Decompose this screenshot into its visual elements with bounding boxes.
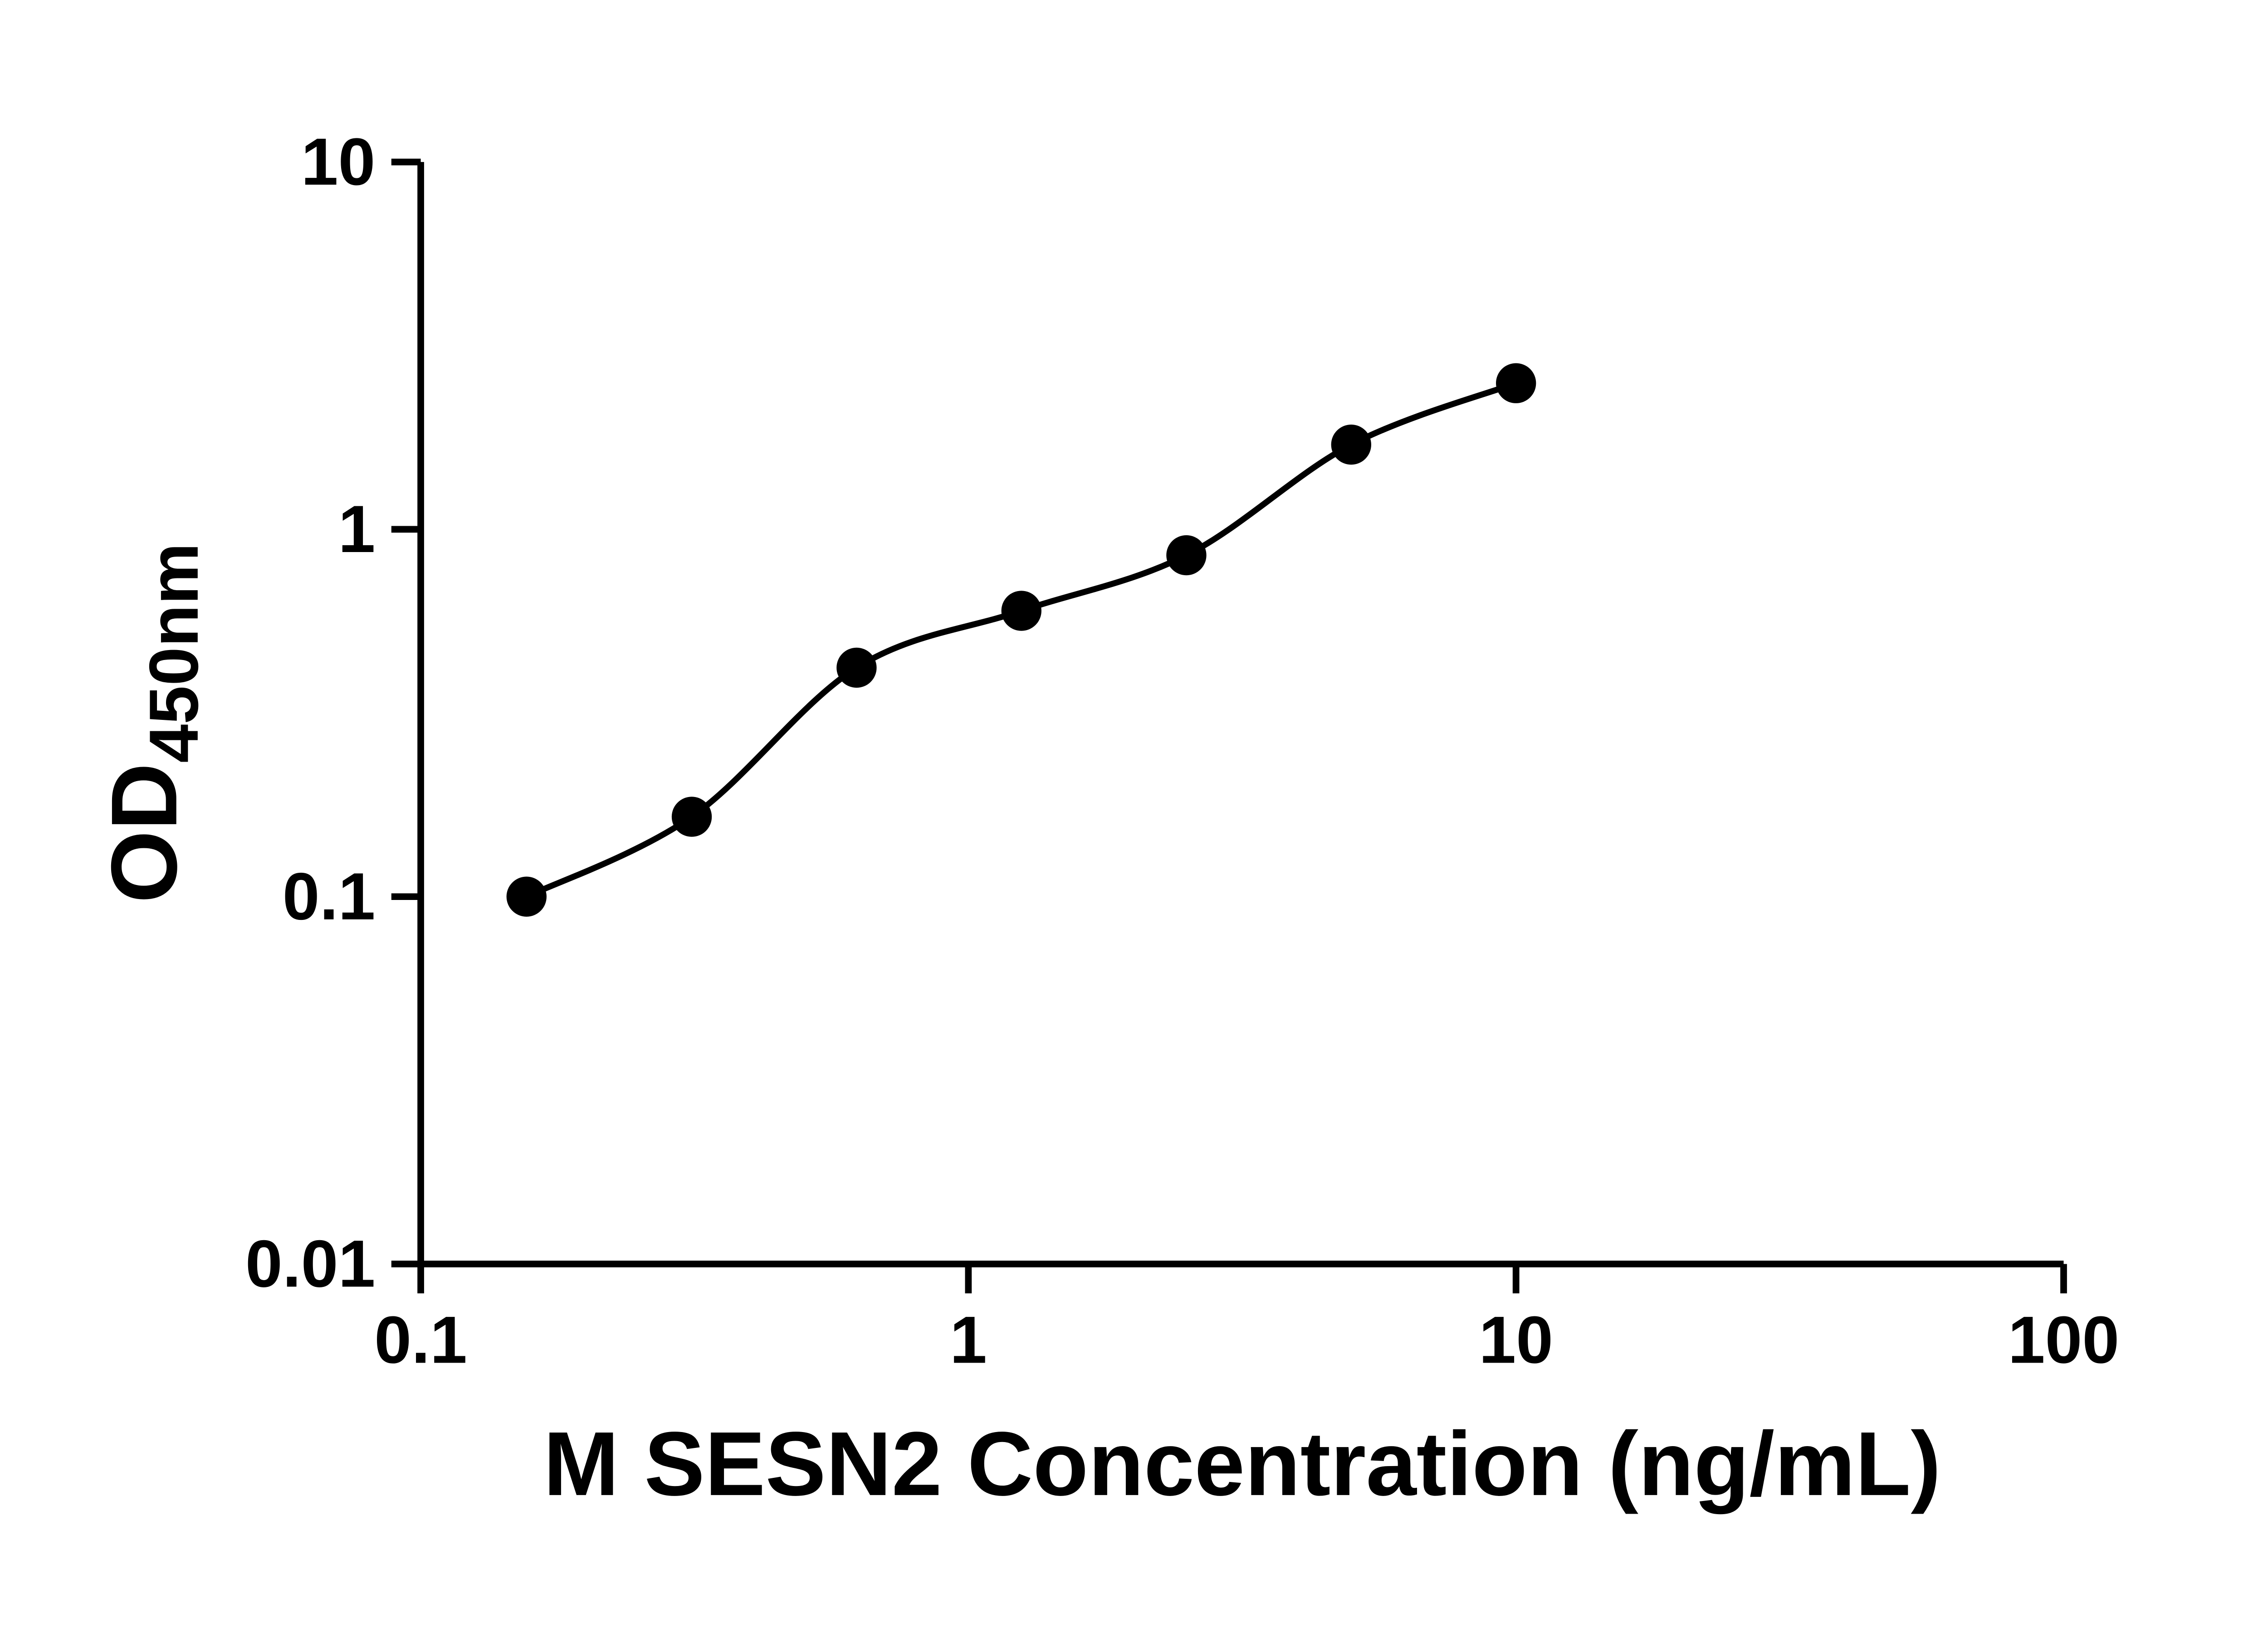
y-axis-title: OD450nm <box>92 543 213 903</box>
y-tick-label: 0.01 <box>245 1227 376 1301</box>
y-tick-label: 0.1 <box>283 860 376 934</box>
y-tick-label: 10 <box>301 125 376 199</box>
data-point <box>1166 535 1207 576</box>
axes-group <box>391 158 2067 1294</box>
x-axis-title: M SESN2 Concentration (ng/mL) <box>543 1413 1941 1515</box>
x-tick-label: 1 <box>950 1303 987 1377</box>
y-axis-title-subscript: 450nm <box>135 543 213 763</box>
x-tick-label: 0.1 <box>374 1303 467 1377</box>
data-point <box>506 876 547 917</box>
data-point <box>671 797 712 837</box>
x-tick-label: 100 <box>2008 1303 2120 1377</box>
data-point <box>836 647 877 688</box>
data-point <box>1496 363 1536 403</box>
y-axis-title-main: OD <box>92 763 196 903</box>
y-tick-label: 1 <box>338 492 376 567</box>
data-point <box>1001 591 1041 631</box>
x-tick-label: 10 <box>1479 1303 1553 1377</box>
data-point <box>1331 425 1371 465</box>
data-points-group <box>506 363 1536 917</box>
